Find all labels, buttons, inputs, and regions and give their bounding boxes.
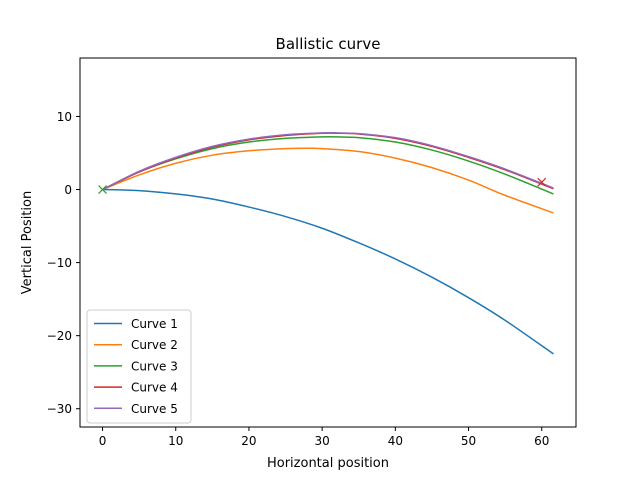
legend-label: Curve 3 xyxy=(131,359,178,373)
x-axis-ticks: 0 10 20 30 40 50 60 xyxy=(99,427,549,448)
x-tick-label: 20 xyxy=(241,434,256,448)
x-marker-glyph xyxy=(98,185,107,194)
y-axis-ticks: −30 −20 −10 0 10 xyxy=(47,110,80,416)
y-tick-label: −30 xyxy=(47,402,72,416)
legend: Curve 1 Curve 2 Curve 3 Curve 4 Curve 5 xyxy=(86,309,192,424)
marker-layer xyxy=(98,177,547,194)
y-axis-label: Vertical Position xyxy=(20,191,35,294)
x-marker-glyph xyxy=(537,177,547,187)
legend-box xyxy=(86,309,192,424)
legend-entry-curve-5: Curve 5 xyxy=(94,402,178,416)
x-marker-2 xyxy=(537,177,547,187)
x-tick-label: 30 xyxy=(315,434,330,448)
legend-entry-curve-1: Curve 1 xyxy=(94,317,178,331)
y-tick-label: 0 xyxy=(64,183,72,197)
x-tick-label: 40 xyxy=(388,434,403,448)
x-tick-label: 60 xyxy=(534,434,549,448)
series-line-curve-3 xyxy=(102,136,554,195)
legend-entry-curve-2: Curve 2 xyxy=(94,338,178,352)
series-line-curve-2 xyxy=(102,147,554,214)
x-tick-label: 10 xyxy=(168,434,183,448)
legend-label: Curve 4 xyxy=(131,381,178,395)
y-tick-label: −20 xyxy=(47,329,72,343)
legend-label: Curve 1 xyxy=(131,317,178,331)
legend-label: Curve 5 xyxy=(131,402,178,416)
x-tick-label: 50 xyxy=(461,434,476,448)
legend-entry-curve-3: Curve 3 xyxy=(94,359,178,373)
x-axis-label: Horizontal position xyxy=(267,456,389,471)
x-tick-label: 0 xyxy=(99,434,107,448)
y-tick-label: −10 xyxy=(47,256,72,270)
y-tick-label: 10 xyxy=(57,110,72,124)
plot-frame xyxy=(79,57,577,428)
legend-label: Curve 2 xyxy=(131,338,178,352)
x-marker-1 xyxy=(98,185,107,194)
series-layer xyxy=(102,131,554,355)
series-line-curve-5 xyxy=(102,131,554,191)
chart-title: Ballistic curve xyxy=(276,35,381,53)
series-line-curve-1 xyxy=(102,188,554,355)
legend-entry-curve-4: Curve 4 xyxy=(94,381,178,395)
